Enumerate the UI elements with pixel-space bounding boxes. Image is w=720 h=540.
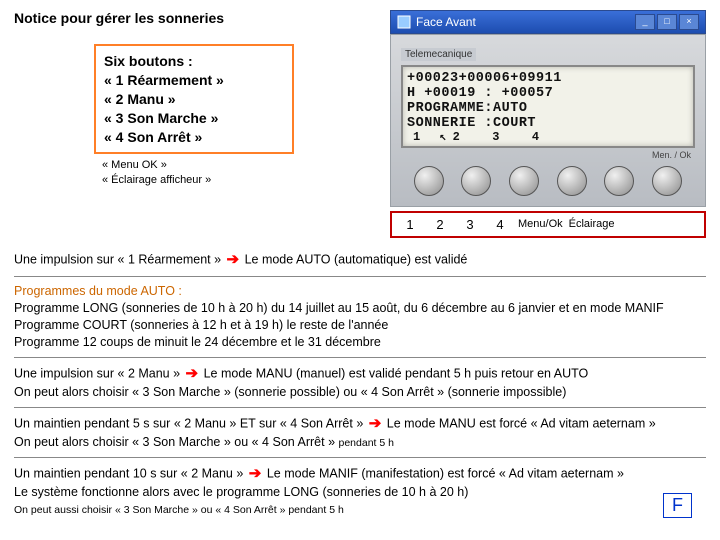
lcd-nums: 1 ↖2 3 4 — [407, 131, 689, 144]
section-5: Un maintien pendant 10 s sur « 2 Manu » … — [14, 458, 706, 524]
s2-l1: Programme LONG (sonneries de 10 h à 20 h… — [14, 301, 664, 315]
s4-l2a: On peut alors choisir « 3 Son Marche » o… — [14, 435, 339, 449]
device-button-4[interactable] — [557, 166, 587, 196]
s3-l2: On peut alors choisir « 3 Son Marche » (… — [14, 385, 566, 399]
legend-light: Éclairage — [569, 218, 615, 230]
s5-l3: On peut aussi choisir « 3 Son Marche » o… — [14, 504, 344, 516]
button-legend-row: 1 2 3 4 Menu/Ok Éclairage — [390, 211, 706, 238]
device-button-2[interactable] — [461, 166, 491, 196]
six-boutons-box: Six boutons : « 1 Réarmement » « 2 Manu … — [94, 44, 294, 154]
sub-line: « Éclairage afficheur » — [102, 173, 286, 187]
legend-4: 4 — [488, 217, 512, 232]
menuok-label: Men. / Ok — [401, 150, 695, 160]
box-line: « 3 Son Marche » — [104, 109, 284, 128]
box-line: « 1 Réarmement » — [104, 71, 284, 90]
lcd-line: PROGRAMME:AUTO — [407, 101, 689, 116]
s5-post: Le mode MANIF (manifestation) est forcé … — [263, 466, 624, 480]
box-line: Six boutons : — [104, 52, 284, 71]
lcd-line: SONNERIE :COURT — [407, 116, 689, 131]
window-minimize-button[interactable]: _ — [635, 14, 655, 30]
section-1: Une impulsion sur « 1 Réarmement » ➔ Le … — [14, 244, 706, 277]
window-close-button[interactable]: × — [679, 14, 699, 30]
legend-1: 1 — [398, 217, 422, 232]
window-titlebar: Face Avant _ □ × — [390, 10, 706, 34]
device-panel: Face Avant _ □ × Telemecanique +00023+00… — [390, 10, 706, 238]
s2-l3: Programme 12 coups de minuit le 24 décem… — [14, 335, 381, 349]
arrow-icon: ➔ — [227, 250, 240, 270]
window-icon — [397, 15, 411, 29]
section-2: Programmes du mode AUTO : Programme LONG… — [14, 277, 706, 358]
device-brand: Telemecanique — [401, 48, 476, 61]
box-line: « 4 Son Arrêt » — [104, 128, 284, 147]
s2-heading: Programmes du mode AUTO : — [14, 284, 182, 298]
section-4: Un maintien pendant 5 s sur « 2 Manu » E… — [14, 408, 706, 458]
s5-pre: Un maintien pendant 10 s sur « 2 Manu » — [14, 466, 247, 480]
s4-pre: Un maintien pendant 5 s sur « 2 Manu » E… — [14, 416, 367, 430]
s1-post: Le mode AUTO (automatique) est validé — [241, 252, 467, 266]
arrow-icon: ➔ — [249, 464, 262, 484]
arrow-icon: ➔ — [369, 414, 382, 434]
s4-l2b: pendant 5 h — [339, 437, 394, 449]
sub-line: « Menu OK » — [102, 158, 286, 172]
device-button-1[interactable] — [414, 166, 444, 196]
legend-3: 3 — [458, 217, 482, 232]
window-title: Face Avant — [416, 15, 476, 29]
window-maximize-button[interactable]: □ — [657, 14, 677, 30]
lcd-line: H +00019 : +00057 — [407, 86, 689, 101]
section-3: Une impulsion sur « 2 Manu » ➔ Le mode M… — [14, 358, 706, 408]
page-title: Notice pour gérer les sonneries — [14, 10, 370, 26]
device-button-3[interactable] — [509, 166, 539, 196]
lcd-display: +00023+00006+09911H +00019 : +00057PROGR… — [401, 65, 695, 148]
page-badge: F — [663, 493, 692, 518]
lcd-line: +00023+00006+09911 — [407, 71, 689, 86]
device-button-light[interactable] — [652, 166, 682, 196]
s1-pre: Une impulsion sur « 1 Réarmement » — [14, 252, 225, 266]
s5-l2: Le système fonctionne alors avec le prog… — [14, 485, 468, 499]
legend-2: 2 — [428, 217, 452, 232]
device-button-menu[interactable] — [604, 166, 634, 196]
box-line: « 2 Manu » — [104, 90, 284, 109]
sub-box: « Menu OK » « Éclairage afficheur » — [94, 154, 294, 187]
s2-l2: Programme COURT (sonneries à 12 h et à 1… — [14, 318, 388, 332]
legend-menu: Menu/Ok — [518, 218, 563, 230]
arrow-icon: ➔ — [186, 364, 199, 384]
s3-pre: Une impulsion sur « 2 Manu » — [14, 366, 184, 380]
s3-post: Le mode MANU (manuel) est validé pendant… — [200, 366, 588, 380]
s4-post: Le mode MANU est forcé « Ad vitam aetern… — [383, 416, 655, 430]
